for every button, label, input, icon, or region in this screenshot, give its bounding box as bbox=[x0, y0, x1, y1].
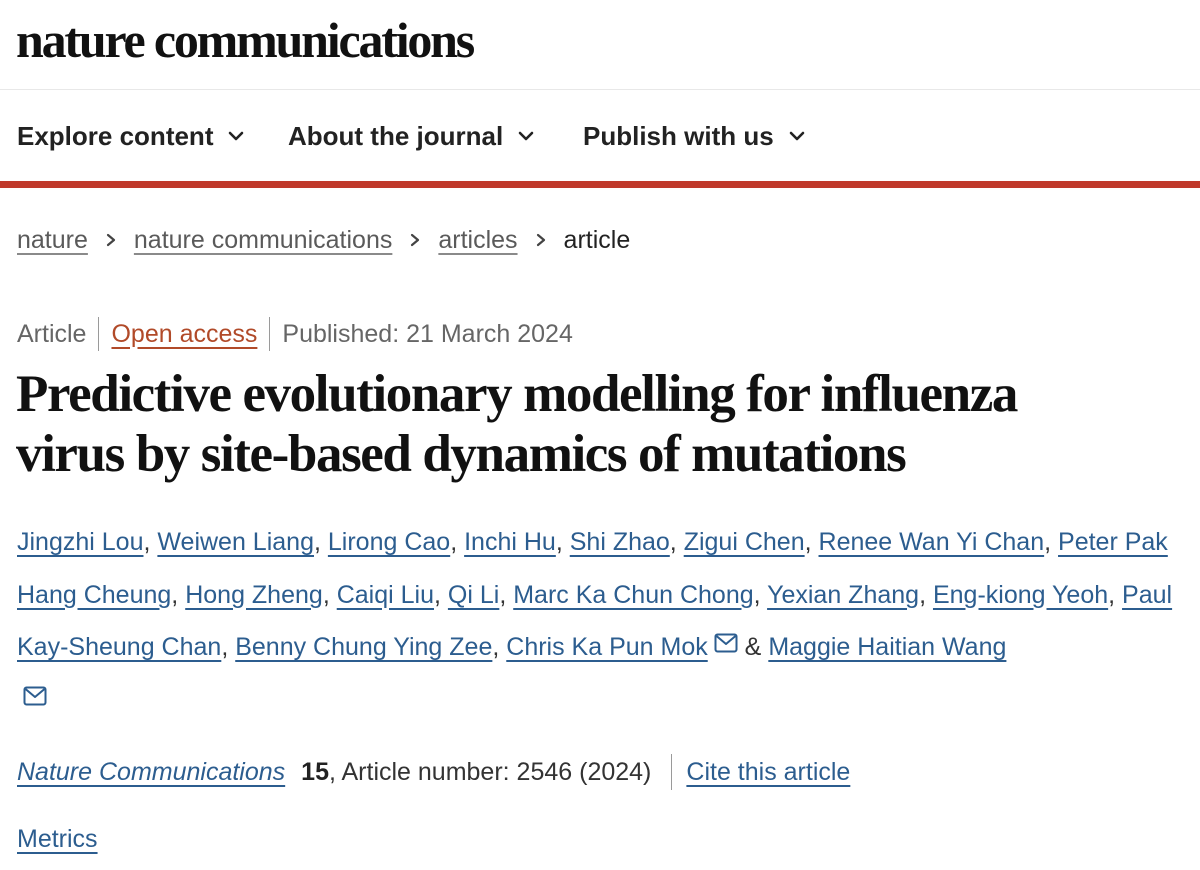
nav-item-label: About the journal bbox=[288, 120, 504, 151]
chevron-right-icon bbox=[411, 233, 420, 247]
article-title: Predictive evolutionary modelling for in… bbox=[16, 364, 1176, 484]
author-link[interactable]: Peter Pak Hang Cheung bbox=[17, 528, 1168, 609]
site-logo[interactable]: nature communications bbox=[16, 12, 475, 68]
author-link[interactable]: Marc Ka Chun Chong bbox=[513, 580, 754, 609]
mail-icon[interactable] bbox=[714, 633, 738, 653]
breadcrumb: nature nature communications articles ar… bbox=[17, 222, 630, 258]
nav-item-label: Publish with us bbox=[583, 120, 774, 151]
nav-publish-with-us[interactable]: Publish with us bbox=[583, 118, 806, 154]
author-link[interactable]: Lirong Cao bbox=[327, 528, 451, 556]
author-link[interactable]: Renee Wan Yi Chan bbox=[818, 528, 1045, 556]
author-link[interactable]: Paul Kay-Sheung Chan bbox=[17, 580, 1173, 662]
meta-divider bbox=[269, 317, 271, 351]
breadcrumb-nature[interactable]: nature bbox=[17, 225, 88, 254]
metrics-link[interactable]: Metrics bbox=[17, 825, 98, 853]
article-number: , Article number: 2546 (2024) bbox=[328, 757, 652, 786]
author-link[interactable]: Caiqi Liu bbox=[336, 580, 434, 609]
author-link[interactable]: Zigui Chen bbox=[683, 528, 805, 556]
author-link[interactable]: Maggie Haitian Wang bbox=[768, 633, 1007, 661]
meta-divider bbox=[98, 317, 100, 351]
chevron-down-icon bbox=[518, 131, 534, 141]
nav-item-label: Explore content bbox=[17, 120, 214, 151]
breadcrumb-current: article bbox=[563, 225, 631, 254]
breadcrumb-articles[interactable]: articles bbox=[438, 225, 518, 254]
author-link[interactable]: Eng-kiong Yeoh bbox=[932, 580, 1109, 609]
author-link[interactable]: Inchi Hu bbox=[464, 528, 556, 556]
article-meta: Article Open access Published: 21 March … bbox=[17, 316, 573, 352]
journal-name-link[interactable]: Nature Communications bbox=[17, 757, 286, 786]
nav-explore-content[interactable]: Explore content bbox=[17, 118, 245, 154]
title-line: Predictive evolutionary modelling for in… bbox=[16, 365, 1018, 423]
journal-divider bbox=[671, 754, 673, 790]
mail-icon[interactable] bbox=[23, 686, 47, 706]
header-accent-rule bbox=[0, 181, 1200, 188]
chevron-right-icon bbox=[106, 233, 115, 247]
chevron-down-icon bbox=[789, 131, 804, 141]
site-header: nature communications bbox=[0, 0, 1200, 90]
nav-about-journal[interactable]: About the journal bbox=[288, 118, 535, 154]
author-link[interactable]: Jingzhi Lou bbox=[17, 528, 144, 556]
author-link[interactable]: Shi Zhao bbox=[569, 528, 670, 556]
author-list: Jingzhi Lou, Weiwen Liang, Lirong Cao, I… bbox=[17, 516, 1192, 726]
author-link[interactable]: Hong Zheng bbox=[185, 580, 323, 609]
author-link[interactable]: Chris Ka Pun Mok bbox=[506, 633, 708, 661]
chevron-down-icon bbox=[229, 131, 244, 141]
main-nav: Explore content About the journal Publis… bbox=[0, 90, 1200, 182]
journal-info: Nature Communications 15, Article number… bbox=[17, 754, 850, 790]
cite-this-article-link[interactable]: Cite this article bbox=[686, 757, 851, 786]
published-date: Published: 21 March 2024 bbox=[282, 319, 573, 348]
author-link[interactable]: Yexian Zhang bbox=[767, 580, 920, 609]
open-access-link[interactable]: Open access bbox=[111, 319, 258, 348]
author-link[interactable]: Weiwen Liang bbox=[157, 528, 314, 556]
article-type: Article bbox=[17, 319, 87, 348]
author-link[interactable]: Qi Li bbox=[447, 580, 500, 609]
chevron-right-icon bbox=[536, 233, 545, 247]
breadcrumb-nature-communications[interactable]: nature communications bbox=[133, 225, 393, 254]
author-link[interactable]: Benny Chung Ying Zee bbox=[235, 633, 493, 661]
title-line: virus by site-based dynamics of mutation… bbox=[16, 425, 907, 483]
journal-volume: 15 bbox=[301, 757, 329, 786]
